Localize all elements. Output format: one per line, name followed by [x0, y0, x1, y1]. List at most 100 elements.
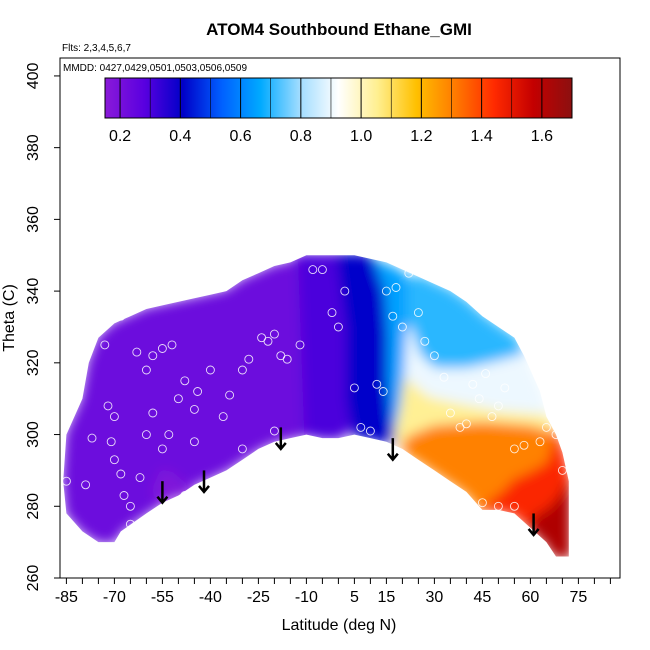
- observation-point: [413, 308, 423, 318]
- colorbar-ticks: 0.2 0.4 0.6 0.8 1.0 1.2 1.4 1.6: [109, 78, 553, 145]
- observation-point: [148, 351, 158, 361]
- observation-point: [535, 437, 545, 447]
- observation-point: [340, 286, 350, 296]
- observation-point: [461, 419, 471, 429]
- observation-point: [439, 372, 449, 382]
- observation-point: [180, 376, 190, 386]
- flights-note: Flts: 2,3,4,5,6,7: [62, 43, 131, 54]
- colorbar-tick-label: 0.8: [290, 128, 312, 145]
- observation-point: [106, 437, 116, 447]
- observation-point: [474, 394, 484, 404]
- heatmap-field: [63, 255, 569, 557]
- observation-point: [525, 329, 535, 339]
- observation-point: [164, 430, 174, 440]
- observation-point: [365, 465, 375, 475]
- observation-point: [420, 336, 430, 346]
- x-tick-label: 45: [474, 589, 492, 606]
- observation-point: [132, 347, 142, 357]
- x-tick-label: 5: [350, 589, 359, 606]
- y-axis-label: Theta (C): [1, 284, 18, 352]
- observation-point: [148, 408, 158, 418]
- observation-point: [269, 329, 279, 339]
- observation-point: [189, 437, 199, 447]
- x-tick-label: -55: [151, 589, 174, 606]
- observation-point: [135, 473, 145, 483]
- colorbar-tick-label: 1.2: [410, 128, 432, 145]
- observation-point: [253, 465, 263, 475]
- observation-point: [81, 480, 91, 490]
- observation-point: [295, 465, 305, 475]
- observation-point: [218, 412, 228, 422]
- observation-point: [391, 283, 401, 292]
- colorbar: 0.2 0.4 0.6 0.8 1.0 1.2 1.4 1.6: [104, 77, 573, 145]
- observation-point: [61, 476, 71, 486]
- colorbar-tick-label: 0.4: [169, 128, 191, 145]
- y-tick-label: 320: [25, 349, 42, 376]
- y-tick-label: 260: [25, 565, 42, 592]
- region-upper-cyan: [406, 274, 527, 372]
- observation-point: [381, 286, 391, 296]
- observation-point: [116, 311, 126, 321]
- observation-point: [225, 390, 235, 400]
- observation-point: [493, 501, 503, 511]
- observation-point: [327, 308, 337, 318]
- observation-point: [481, 369, 491, 379]
- observation-point: [173, 394, 183, 404]
- plot-frame: [59, 57, 621, 579]
- observation-point: [189, 404, 199, 414]
- x-tick-label: -70: [103, 589, 126, 606]
- observation-point: [212, 476, 222, 486]
- colorbar-tick-label: 1.0: [350, 128, 372, 145]
- observation-point: [180, 491, 190, 500]
- x-tick-label: 60: [522, 589, 540, 606]
- x-tick-label: 75: [570, 589, 588, 606]
- chart-title: ATOM4 Southbound Ethane_GMI: [206, 20, 472, 39]
- observation-point: [157, 344, 167, 353]
- x-tick-label: -85: [55, 589, 78, 606]
- profile-arrow: [386, 438, 399, 462]
- observation-point: [378, 387, 388, 396]
- observation-point: [141, 365, 151, 375]
- observation-point: [445, 408, 455, 418]
- observation-point: [308, 265, 318, 275]
- observation-point: [365, 426, 375, 436]
- observation-point: [282, 354, 292, 364]
- profile-arrow: [527, 513, 540, 537]
- observation-point: [372, 379, 382, 389]
- observation-point: [509, 501, 519, 511]
- observation-point: [244, 354, 254, 364]
- observation-point: [193, 387, 203, 396]
- observation-point: [333, 322, 343, 332]
- y-tick-label: 340: [25, 278, 42, 305]
- y-tick-label: 280: [25, 493, 42, 520]
- profile-arrow: [198, 470, 210, 494]
- observation-point: [125, 501, 135, 511]
- observation-point: [509, 444, 519, 454]
- colorbar-gradient: [104, 77, 573, 119]
- observation-point: [356, 422, 366, 432]
- y-tick-label: 360: [25, 206, 42, 233]
- observation-point: [317, 265, 327, 275]
- observation-point: [500, 383, 510, 393]
- observation-point: [141, 430, 151, 440]
- observation-point: [429, 351, 439, 361]
- observation-point: [100, 340, 110, 350]
- observation-point: [87, 433, 97, 443]
- observation-point: [109, 412, 119, 422]
- colorbar-tick-label: 0.6: [229, 128, 251, 145]
- observation-point: [477, 498, 487, 508]
- x-tick-label: 30: [426, 589, 444, 606]
- x-axis: -85 -70 -55 -40 -25 -10 5 15 30 45 60 75: [55, 578, 611, 606]
- x-tick-label: 15: [378, 589, 396, 606]
- observation-point: [551, 430, 561, 440]
- observation-point: [237, 365, 247, 375]
- x-tick-label: -40: [199, 589, 222, 606]
- observation-point: [493, 401, 503, 411]
- observation-point: [487, 412, 497, 422]
- heatmap-regions: [63, 255, 569, 557]
- dates-note: MMDD: 0427,0429,0501,0503,0506,0509: [63, 63, 247, 74]
- colorbar-tick-label: 1.4: [470, 128, 492, 145]
- observation-point: [269, 426, 279, 436]
- observation-point: [359, 501, 369, 511]
